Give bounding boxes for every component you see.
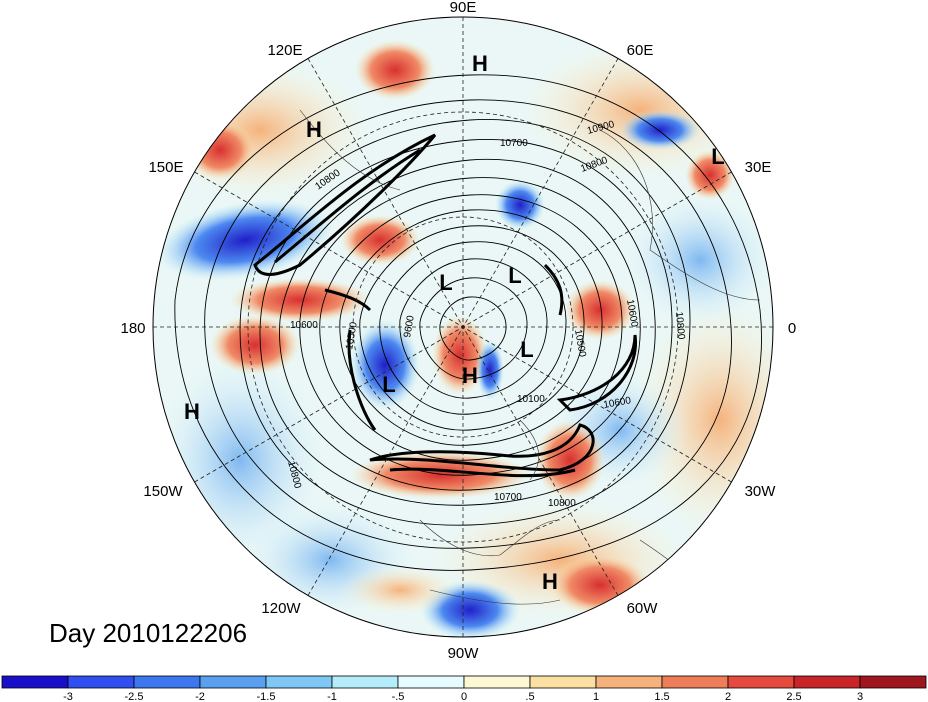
lon-label: 150W bbox=[143, 483, 183, 500]
colorbar-swatch bbox=[661, 675, 729, 689]
lon-label: 60W bbox=[627, 600, 659, 617]
colorbar-tick-label: -1.5 bbox=[257, 691, 276, 702]
pressure-system-label: H bbox=[184, 399, 200, 424]
colorbar-swatch bbox=[331, 675, 399, 689]
colorbar-swatch bbox=[463, 675, 531, 689]
contour-label: 10600 bbox=[603, 395, 633, 411]
pressure-system-label: L bbox=[711, 144, 724, 169]
longitude-labels: 90E 60E 30E 0 30W 60W 90W 120W 150W 180 … bbox=[120, 0, 796, 662]
colorbar-swatch bbox=[67, 675, 135, 689]
pressure-system-label: L bbox=[382, 372, 395, 397]
colorbar-tick-label: .5 bbox=[525, 691, 534, 702]
contour-label: 10600 bbox=[624, 299, 640, 329]
lon-label: 180 bbox=[120, 320, 145, 337]
colorbar-tick-label: -.5 bbox=[392, 691, 405, 702]
colorbar-swatch bbox=[529, 675, 597, 689]
lon-label: 0 bbox=[788, 320, 796, 337]
lon-label: 120E bbox=[267, 42, 302, 59]
colorbar-tick-label: -2.5 bbox=[125, 691, 144, 702]
map-boundary bbox=[152, 16, 774, 638]
lon-label: 150E bbox=[148, 159, 183, 176]
pressure-system-label: H bbox=[472, 51, 488, 76]
colorbar-tick-label: 1 bbox=[593, 691, 599, 702]
contour-label: 10500 bbox=[572, 329, 588, 359]
colorbar-tick-label: 2.5 bbox=[786, 691, 801, 702]
colorbar-tick-label: 0 bbox=[461, 691, 467, 702]
colorbar-swatch bbox=[595, 675, 663, 689]
contour-label: 10800 bbox=[548, 498, 576, 509]
contour-label: 10500 bbox=[344, 321, 360, 351]
pressure-system-label: H bbox=[306, 117, 322, 142]
graticule bbox=[153, 17, 773, 637]
lon-label: 60E bbox=[627, 42, 654, 59]
colorbar-swatch bbox=[793, 675, 861, 689]
pressure-system-label: H bbox=[542, 569, 558, 594]
contour-label: 10800 bbox=[673, 311, 686, 340]
colorbar-swatch bbox=[859, 675, 927, 689]
map-title: Day 2010122206 bbox=[49, 618, 248, 648]
pressure-systems: H H L L L L H L H H bbox=[184, 51, 725, 594]
colorbar-swatch bbox=[199, 675, 267, 689]
pressure-system-label: H bbox=[462, 363, 478, 388]
contour-label: 10100 bbox=[517, 394, 545, 405]
colorbar-swatch bbox=[397, 675, 465, 689]
lon-label: 120W bbox=[261, 600, 301, 617]
colorbar-swatch bbox=[1, 675, 69, 689]
pressure-system-label: L bbox=[508, 263, 521, 288]
colorbar: -3 -2.5 -2 -1.5 -1 -.5 0 .5 1 1.5 2 2.5 3 bbox=[1, 675, 927, 702]
pressure-system-label: L bbox=[520, 337, 533, 362]
jet-contours bbox=[253, 133, 638, 478]
colorbar-tick-label: 1.5 bbox=[654, 691, 669, 702]
contour-label: 10700 bbox=[500, 138, 528, 149]
colorbar-swatch bbox=[133, 675, 201, 689]
contour-label: 10600 bbox=[290, 320, 318, 331]
colorbar-tick-label: -1 bbox=[327, 691, 337, 702]
contour-label: 10700 bbox=[494, 492, 522, 503]
colorbar-tick-label: -2 bbox=[195, 691, 205, 702]
lon-label: 90W bbox=[448, 645, 480, 662]
colorbar-tick-label: 3 bbox=[857, 691, 863, 702]
pressure-system-label: L bbox=[439, 270, 452, 295]
lon-label: 30E bbox=[745, 159, 772, 176]
contour-label: 9600 bbox=[402, 314, 417, 338]
height-contours bbox=[174, 74, 762, 571]
colorbar-tick-label: 2 bbox=[725, 691, 731, 702]
lon-label: 90E bbox=[450, 0, 477, 16]
colorbar-tick-label: -3 bbox=[63, 691, 73, 702]
anomaly-field bbox=[153, 17, 773, 637]
colorbar-swatch bbox=[265, 675, 333, 689]
lon-label: 30W bbox=[745, 483, 777, 500]
colorbar-swatch bbox=[727, 675, 795, 689]
